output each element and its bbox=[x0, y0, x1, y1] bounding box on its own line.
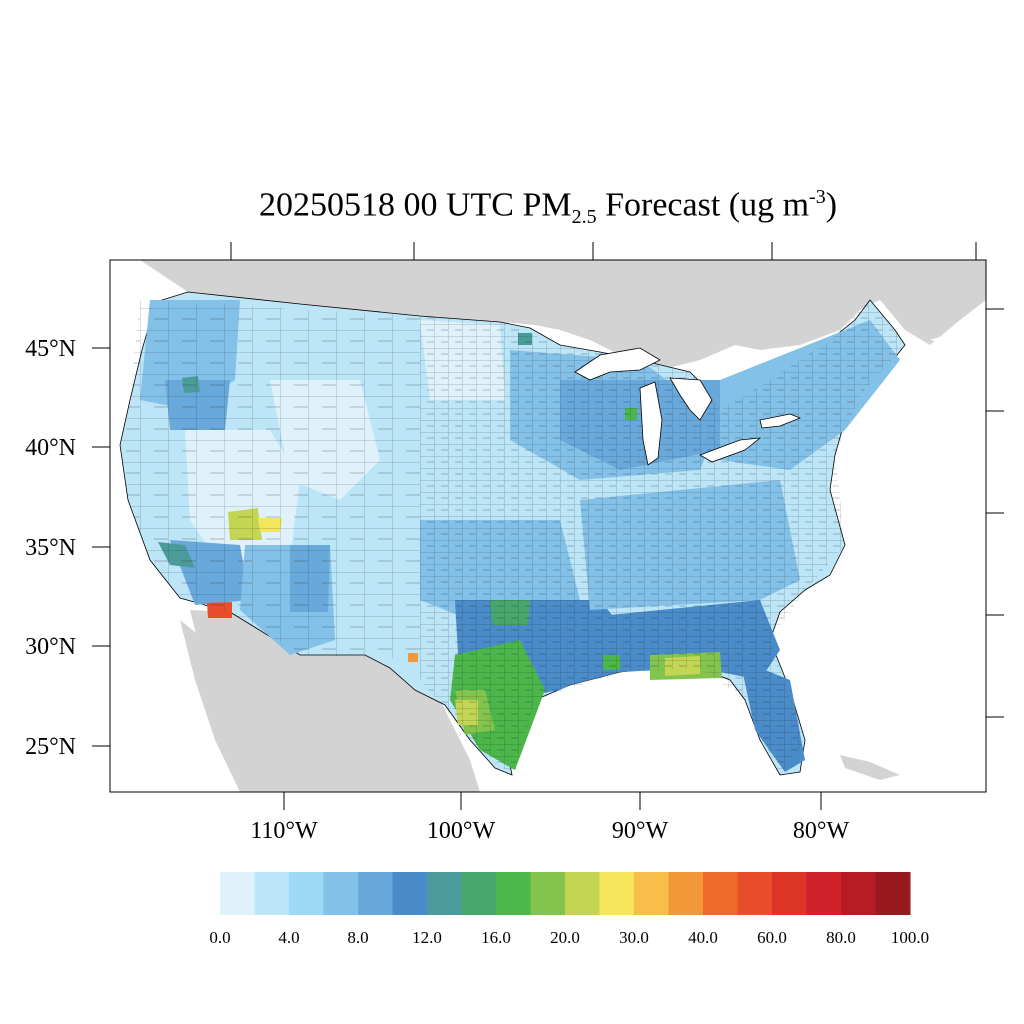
colorbar-swatch bbox=[841, 872, 876, 915]
colorbar-label: 0.0 bbox=[209, 928, 230, 947]
top-ticks bbox=[230, 242, 977, 260]
colorbar-swatch bbox=[254, 872, 290, 915]
colorbar-swatch bbox=[806, 872, 842, 915]
lake-michigan bbox=[639, 381, 663, 466]
lake-ontario bbox=[759, 413, 802, 429]
colorbar-label: 60.0 bbox=[757, 928, 787, 947]
right-ticks bbox=[986, 308, 1004, 718]
colorbar-swatch bbox=[392, 872, 428, 915]
colorbar-label: 16.0 bbox=[481, 928, 511, 947]
lon-label-90w: 90°W bbox=[612, 818, 669, 844]
colorbar-swatch bbox=[496, 872, 531, 915]
colorbar-label: 30.0 bbox=[619, 928, 649, 947]
colorbar-label: 12.0 bbox=[412, 928, 442, 947]
colorbar-label: 20.0 bbox=[550, 928, 580, 947]
lat-labels: 45°N 40°N 35°N 30°N 25°N bbox=[25, 336, 76, 760]
lon-labels: 110°W 100°W 90°W 80°W bbox=[250, 818, 849, 844]
lon-label-100w: 100°W bbox=[427, 818, 496, 844]
colorbar-swatch bbox=[703, 872, 738, 915]
colorbar-label: 4.0 bbox=[278, 928, 299, 947]
mexico-land bbox=[190, 610, 480, 792]
plot-frame bbox=[109, 259, 987, 793]
colorbar-label: 100.0 bbox=[891, 928, 929, 947]
lat-label-45: 45°N bbox=[25, 336, 76, 362]
canada-land bbox=[140, 260, 986, 370]
lon-label-80w: 80°W bbox=[793, 818, 850, 844]
colorbar-swatch bbox=[358, 872, 393, 915]
colorbar-label: 40.0 bbox=[688, 928, 718, 947]
colorbar-swatch bbox=[530, 872, 566, 915]
map-title: 20250518 00 UTC PM2.5 Forecast (ug m-3) bbox=[258, 186, 838, 229]
colorbar-swatch bbox=[737, 872, 773, 915]
colorbar-labels: 0.0 4.0 8.0 12.0 16.0 20.0 30.0 40.0 60.0 80.0 100… bbox=[209, 928, 929, 947]
lake-superior bbox=[574, 347, 661, 381]
gulf-of-maine-island bbox=[930, 320, 986, 345]
colorbar-swatch bbox=[323, 872, 359, 915]
colorbar-swatch bbox=[599, 872, 635, 915]
colorbar-swatch bbox=[220, 872, 255, 915]
colorbar-label: 8.0 bbox=[347, 928, 368, 947]
colorbar-swatch bbox=[634, 872, 669, 915]
colorbar-label: 80.0 bbox=[826, 928, 856, 947]
baja-land bbox=[180, 620, 262, 792]
cuba-land bbox=[840, 755, 900, 780]
map-plot-area bbox=[110, 260, 986, 792]
colorbar-swatch bbox=[875, 872, 911, 915]
lat-label-40: 40°N bbox=[25, 435, 76, 461]
left-ticks bbox=[92, 347, 110, 747]
colorbar-swatch bbox=[289, 872, 324, 915]
colorbar-swatch bbox=[461, 872, 497, 915]
colorbar-swatch bbox=[427, 872, 462, 915]
lat-label-35: 35°N bbox=[25, 535, 76, 561]
colorbar-swatch bbox=[565, 872, 600, 915]
lon-label-110w: 110°W bbox=[250, 818, 318, 844]
colorbar bbox=[220, 872, 911, 915]
county-lines-west bbox=[120, 300, 420, 660]
bottom-ticks bbox=[283, 792, 822, 810]
lake-erie bbox=[699, 437, 762, 463]
colorbar-swatch bbox=[772, 872, 807, 915]
lat-label-25: 25°N bbox=[25, 734, 76, 760]
colorbar-swatch bbox=[668, 872, 704, 915]
lat-label-30: 30°N bbox=[25, 634, 76, 660]
lake-huron bbox=[669, 377, 713, 421]
